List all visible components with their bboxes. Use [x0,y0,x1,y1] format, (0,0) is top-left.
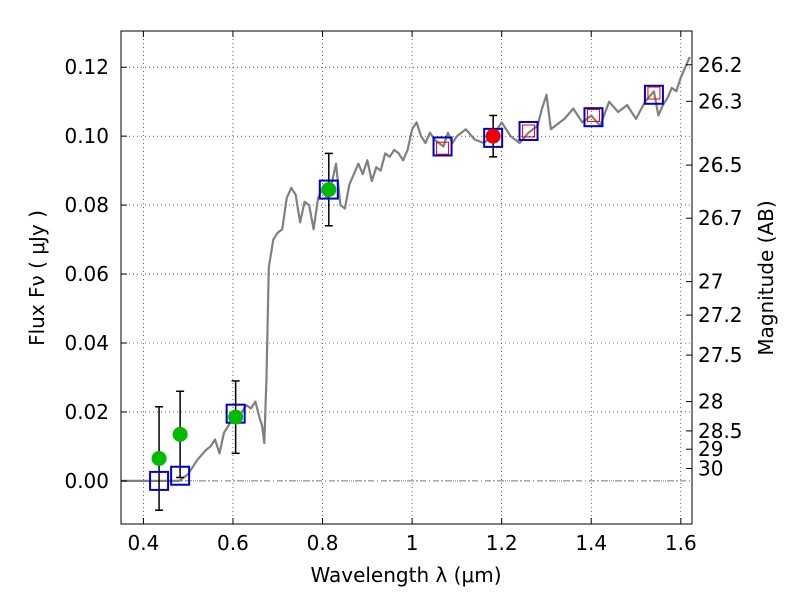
model-photometry-point [170,465,191,486]
model-photometry-point [318,179,339,200]
mag-tick-label: 28.5 [698,419,743,443]
model-photometry-point [518,120,539,141]
mag-tick-label: 26.5 [698,153,743,177]
model-photometry-point [149,470,170,491]
y-tick-label: 0.02 [64,400,109,424]
mag-tick-label: 28 [698,390,723,414]
model-photometry-point [583,107,604,128]
y-axis-label: Flux Fν ( μJy ) [25,210,49,346]
model-photometry-inner-point [586,108,600,122]
x-tick-label: 0.4 [127,531,159,555]
model-photometry-point [643,84,664,105]
observed-point [172,426,188,442]
y-tick-label: 0.08 [64,193,109,217]
model-photometry-inner-point [647,86,661,100]
model-photometry-inner-point [436,141,450,155]
model-photometry-point [432,136,453,157]
mag-tick-label: 29 [698,437,723,461]
y-tick-label: 0.00 [64,469,109,493]
x-tick-label: 1.4 [575,531,607,555]
plot-frame [120,30,693,525]
x-tick-label: 0.8 [307,531,339,555]
x-axis-label: Wavelength λ (μm) [310,563,501,587]
observed-point [228,409,244,425]
y-tick-label: 0.12 [64,55,109,79]
axis-ticks: 0.4 0.6 0.8 1 1.2 1.4 1.6 0.00 0.02 0.04 0.06 0.08 0… [64,31,743,555]
y-tick-label: 0.04 [64,331,109,355]
mag-tick-label: 26.3 [698,89,743,113]
observed-ir-point [485,128,501,144]
x-tick-label: 1.2 [486,531,518,555]
mag-tick-label: 27 [698,270,723,294]
marker-layer [149,84,664,491]
x-tick-label: 1 [406,531,419,555]
mag-tick-label: 26.2 [698,53,743,77]
mag-tick-label: 30 [698,456,723,480]
y2-axis-label: Magnitude (AB) [754,200,778,355]
x-tick-label: 1.6 [665,531,697,555]
observed-point [321,182,337,198]
y-tick-label: 0.10 [64,124,109,148]
mag-tick-label: 26.7 [698,206,743,230]
mag-tick-label: 27.5 [698,343,743,367]
mag-tick-label: 27.2 [698,303,743,327]
model-photometry-inner-point [522,124,536,138]
x-tick-label: 0.6 [217,531,249,555]
observed-point [151,450,167,466]
y-tick-label: 0.06 [64,262,109,286]
